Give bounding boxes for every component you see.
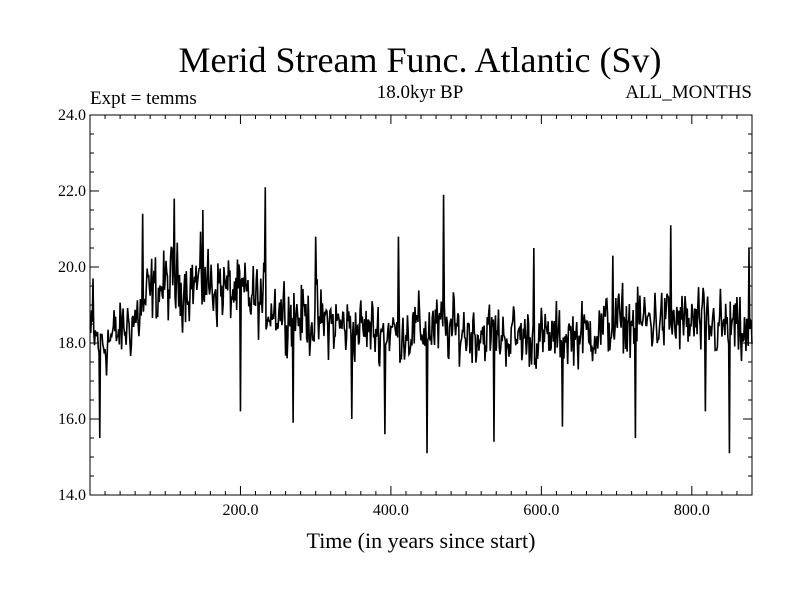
time-period-label: 18.0kyr BP bbox=[377, 82, 464, 103]
x-tick-label: 800.0 bbox=[674, 502, 710, 519]
y-tick-label: 22.0 bbox=[58, 183, 86, 200]
y-tick-label: 16.0 bbox=[58, 411, 86, 428]
months-label: ALL_MONTHS bbox=[625, 82, 752, 103]
x-axis-label: Time (in years since start) bbox=[307, 528, 536, 553]
x-tick-labels: 200.0 400.0 600.0 800.0 bbox=[222, 502, 709, 519]
y-tick-label: 14.0 bbox=[58, 487, 86, 504]
y-tick-label: 20.0 bbox=[58, 259, 86, 276]
y-tick-label: 24.0 bbox=[58, 107, 86, 124]
chart-title: Merid Stream Func. Atlantic (Sv) bbox=[179, 40, 662, 80]
y-tick-label: 18.0 bbox=[58, 335, 86, 352]
series-line bbox=[89, 187, 753, 454]
x-tick-label: 200.0 bbox=[222, 502, 258, 519]
plot-area: 14.0 16.0 18.0 20.0 22.0 24.0 200.0 400.0 600.0… bbox=[58, 107, 753, 519]
x-tick-label: 600.0 bbox=[523, 502, 559, 519]
y-tick-labels: 14.0 16.0 18.0 20.0 22.0 24.0 bbox=[58, 107, 86, 504]
x-tick-label: 400.0 bbox=[373, 502, 409, 519]
experiment-label: Expt = temms bbox=[90, 88, 197, 109]
